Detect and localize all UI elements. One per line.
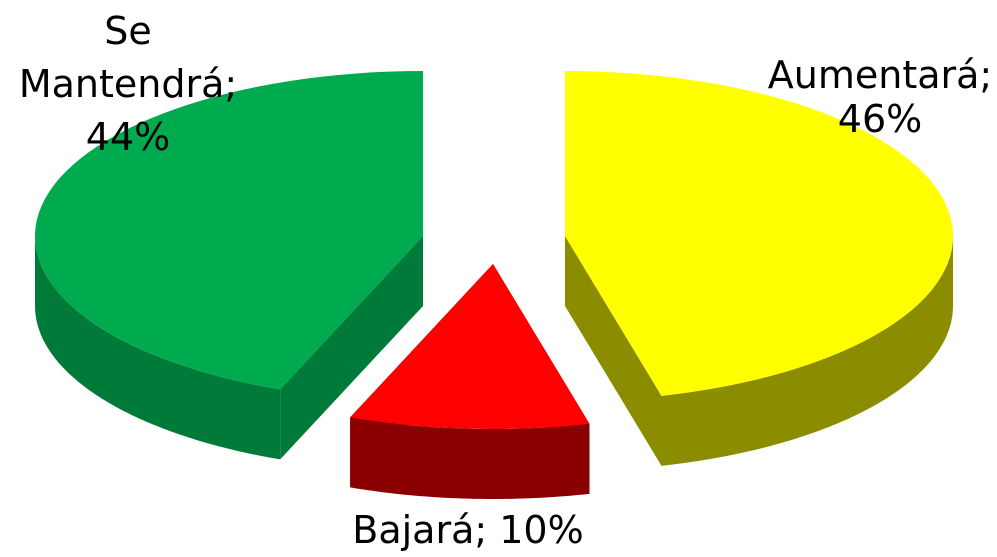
- data-label-line: 44%: [86, 115, 170, 159]
- slice-bajar: [350, 264, 590, 429]
- data-labels: Aumentará; 46% Bajará; 10% Se Mantendrá; 44%: [19, 9, 992, 552]
- data-label-line: Aumentará;: [768, 53, 992, 97]
- slice-tops: [34, 71, 954, 429]
- slice-wall-se-mantendr-0: [280, 236, 423, 460]
- slice-rim-bajar: [350, 417, 590, 499]
- slice-side-aumentar: [565, 236, 953, 466]
- slice-se-mantendr: [34, 71, 423, 390]
- data-label-line: Mantendrá;: [19, 62, 237, 106]
- slice-rim-aumentar: [661, 236, 953, 466]
- slice-rim-se-mantendr: [35, 236, 281, 460]
- data-label-line: 46%: [838, 97, 922, 141]
- data-label-se-mantendr: Se Mantendrá; 44%: [19, 9, 237, 159]
- slice-side-se-mantendr: [35, 236, 423, 460]
- data-label-aumentar: Aumentará; 46%: [768, 53, 992, 141]
- data-label-line: Bajará; 10%: [352, 508, 583, 552]
- data-label-line: Se: [104, 9, 152, 53]
- slice-aumentar: [565, 71, 954, 396]
- slice-wall-aumentar-1: [565, 236, 662, 466]
- data-label-bajar: Bajará; 10%: [352, 508, 583, 552]
